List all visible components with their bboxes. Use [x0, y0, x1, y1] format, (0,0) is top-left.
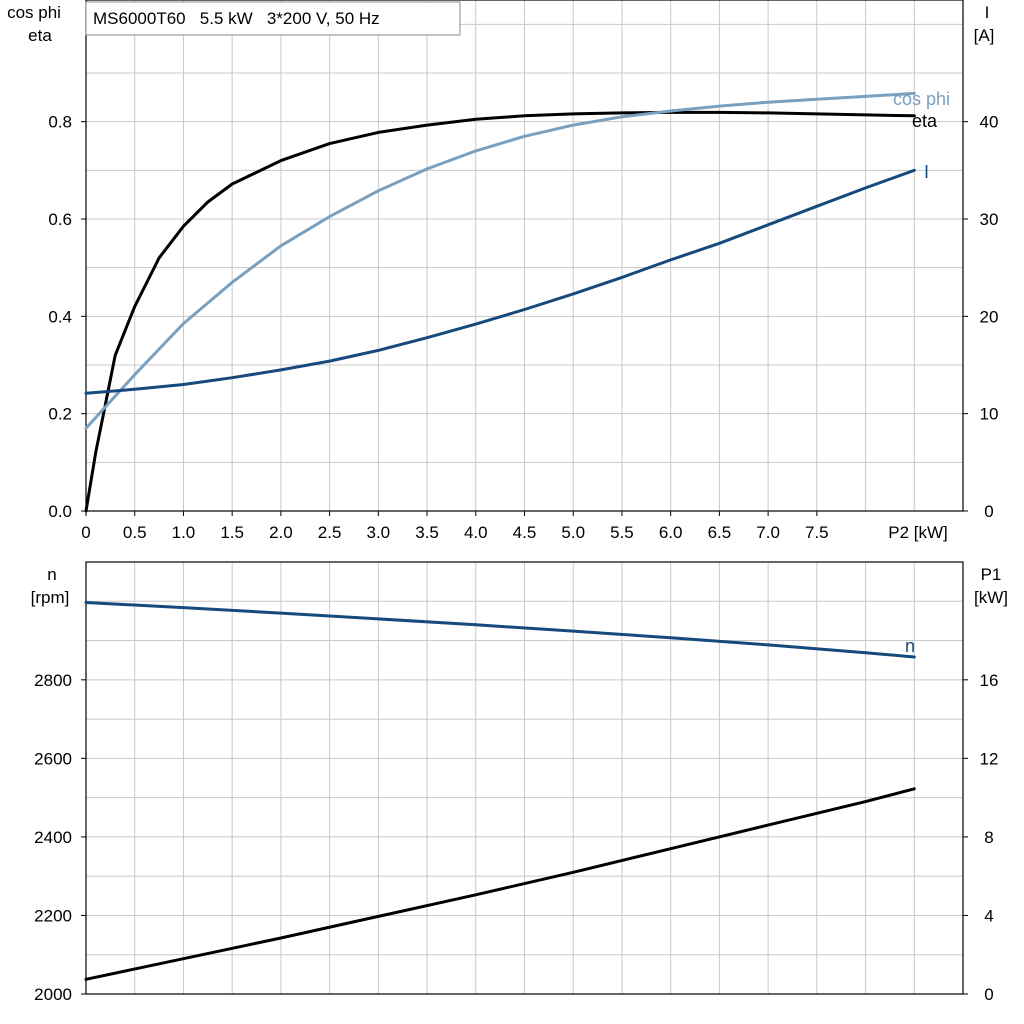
- upper-right-tick-label: 20: [980, 307, 999, 326]
- lower-right-axis-title-line1: P1: [981, 565, 1002, 584]
- upper-x-tick-label: 4.0: [464, 523, 488, 542]
- lower-left-tick-label: 2200: [34, 906, 72, 925]
- upper-right-tick-label: 30: [980, 210, 999, 229]
- series-line-i: [84, 168, 916, 395]
- upper-chart: 0.0 0.2 0.4 0.6 0.8 0 10 20 30 40 0 0.5 1.0 1.5 2.0 2.5…: [7, 0, 998, 542]
- lower-plot-frame: [85, 561, 964, 995]
- lower-left-tick-label: 2400: [34, 828, 72, 847]
- upper-x-tick-label: 4.5: [513, 523, 537, 542]
- lower-right-tick-label: 16: [980, 671, 999, 690]
- chart-title: MS6000T60 5.5 kW 3*200 V, 50 Hz: [93, 9, 380, 28]
- upper-right-tick-label: 0: [984, 502, 993, 521]
- title-box: [85, 1, 461, 36]
- lower-left-axis-title-line1: n: [47, 565, 56, 584]
- series-label-speed: n: [905, 636, 915, 656]
- upper-x-tick-label: 2.0: [269, 523, 293, 542]
- upper-x-tick-label: 6.0: [659, 523, 683, 542]
- lower-grid: [86, 562, 963, 994]
- upper-x-tick-label: 7.0: [756, 523, 780, 542]
- lower-right-tick-label: 8: [984, 828, 993, 847]
- upper-x-tick-label: 5.5: [610, 523, 634, 542]
- upper-left-tick-label: 0.8: [48, 113, 72, 132]
- upper-left-tick-label: 0.0: [48, 502, 72, 521]
- upper-x-tick-label: 2.5: [318, 523, 342, 542]
- lower-right-axis-title-line2: [kW]: [974, 588, 1008, 607]
- upper-left-tick-label: 0.4: [48, 307, 72, 326]
- upper-x-tick-label: 0.5: [123, 523, 147, 542]
- upper-right-axis-title-line2: [A]: [974, 26, 995, 45]
- upper-left-tick-label: 0.2: [48, 405, 72, 424]
- upper-x-tick-label: 3.0: [367, 523, 391, 542]
- series-label-current: I: [924, 162, 929, 182]
- lower-left-tick-label: 2000: [34, 985, 72, 1004]
- upper-x-tick-label: 6.5: [708, 523, 732, 542]
- series-line-p1-1: [84, 787, 916, 981]
- upper-tick-labels: 0.0 0.2 0.4 0.6 0.8 0 10 20 30 40 0 0.5 1.0 1.5 2.0 2.5…: [48, 113, 998, 542]
- series-label-eta: eta: [912, 111, 938, 131]
- upper-left-axis-title-line1: cos phi: [7, 3, 61, 22]
- upper-x-tick-label: 7.5: [805, 523, 829, 542]
- upper-left-axis-title-line2: eta: [28, 26, 52, 45]
- lower-left-tick-label: 2800: [34, 671, 72, 690]
- upper-x-tick-label: 1.5: [220, 523, 244, 542]
- lower-curves: [84, 601, 916, 981]
- lower-left-tick-label: 2600: [34, 749, 72, 768]
- lower-right-tick-label: 12: [980, 749, 999, 768]
- upper-left-tick-label: 0.6: [48, 210, 72, 229]
- upper-right-tick-label: 40: [980, 113, 999, 132]
- lower-right-tick-label: 4: [984, 906, 993, 925]
- upper-x-tick-label: 1.0: [172, 523, 196, 542]
- series-line-eta: [84, 110, 916, 513]
- upper-x-tick-label: 3.5: [415, 523, 439, 542]
- upper-grid: [86, 0, 963, 511]
- upper-right-tick-label: 10: [980, 405, 999, 424]
- upper-x-tick-label: 5.0: [561, 523, 585, 542]
- series-line-n: [84, 601, 916, 659]
- lower-tick-labels: 2000 2200 2400 2600 2800 0 4 8 12 16: [34, 671, 998, 1004]
- upper-curves: [84, 91, 916, 513]
- series-line-cos-phi: [84, 91, 916, 430]
- upper-x-tick-label: 0: [81, 523, 90, 542]
- lower-chart: 2000 2200 2400 2600 2800 0 4 8 12 16 n [rpm] P1 […: [31, 561, 1008, 1004]
- lower-right-tick-label: 0: [984, 985, 993, 1004]
- series-label-cos-phi: cos phi: [893, 89, 950, 109]
- upper-right-axis-title-line1: I: [985, 3, 990, 22]
- lower-left-axis-title-line2: [rpm]: [31, 588, 70, 607]
- upper-x-axis-title: P2 [kW]: [888, 523, 948, 542]
